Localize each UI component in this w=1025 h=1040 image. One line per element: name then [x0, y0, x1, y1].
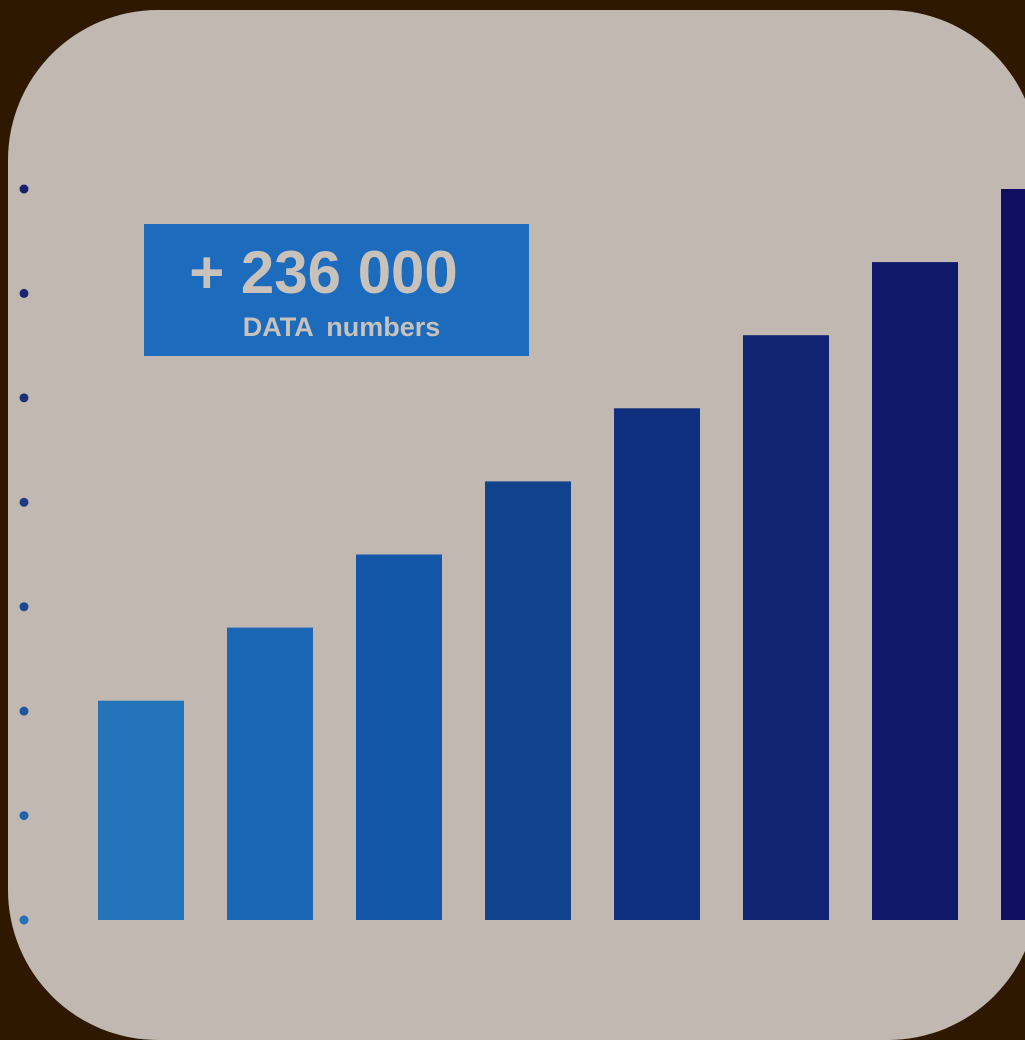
stat-label: DATA numbers — [242, 312, 441, 342]
bar — [485, 481, 571, 920]
y-tick-dot — [19, 811, 29, 821]
stat-callout: + 236 000 DATA numbers — [144, 224, 529, 356]
bar — [356, 554, 442, 920]
stat-value: + 236 000 — [189, 239, 458, 306]
y-tick-dot — [19, 288, 29, 298]
y-tick-dot — [19, 706, 29, 716]
y-tick-dot — [19, 184, 29, 194]
y-tick-dot — [19, 497, 29, 507]
bar — [743, 335, 829, 920]
y-tick-dot — [19, 602, 29, 612]
bar — [1001, 189, 1025, 920]
y-tick-dot — [19, 915, 29, 925]
y-tick-dot — [19, 393, 29, 403]
bar — [614, 408, 700, 920]
bar — [227, 627, 313, 920]
bar — [872, 262, 958, 921]
bar — [98, 700, 184, 920]
